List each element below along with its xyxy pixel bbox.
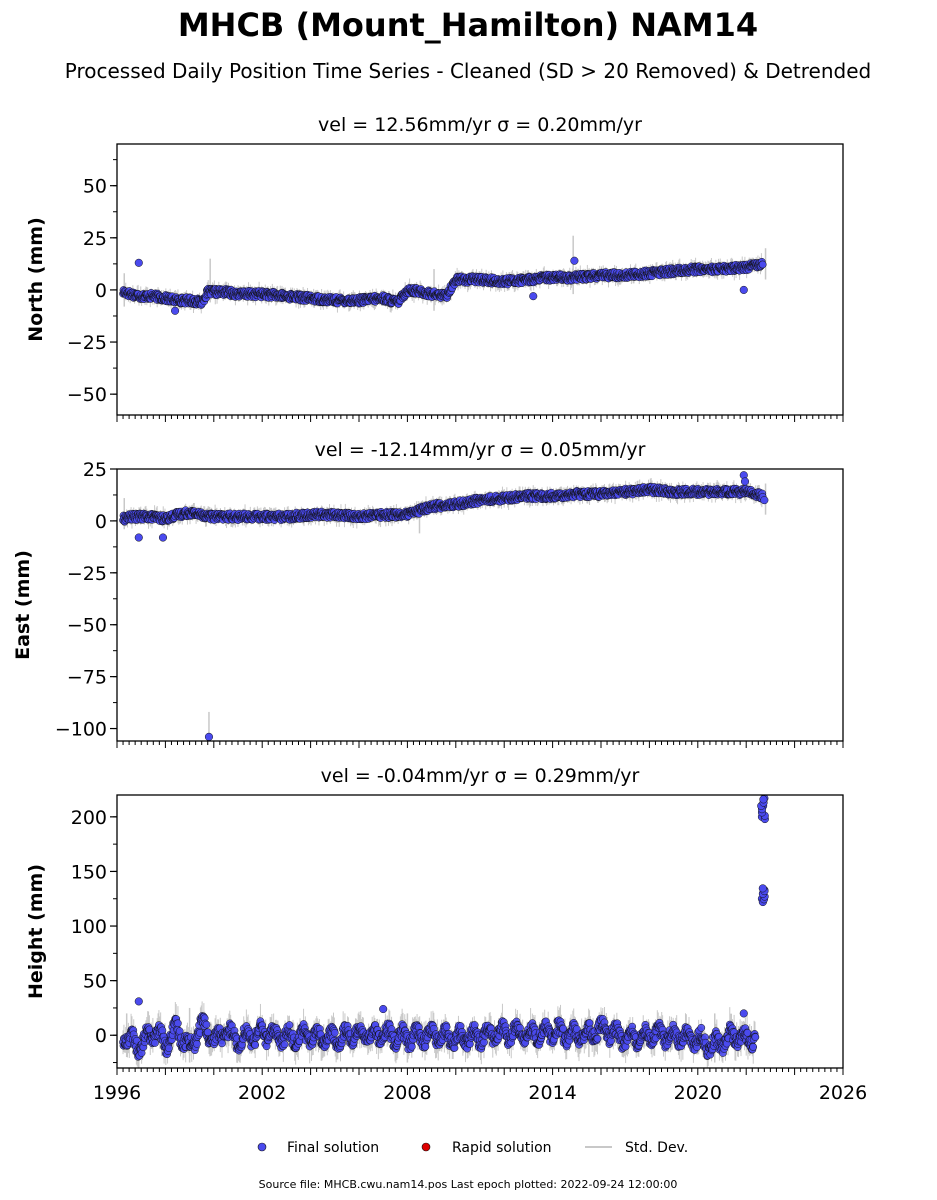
east-ytick-label: −25 <box>67 563 107 585</box>
east-outlier-point <box>204 732 214 741</box>
height-panel-title: vel = -0.04mm/yr σ = 0.29mm/yr <box>321 765 640 787</box>
north-outlier-point <box>570 256 579 265</box>
north-outlier-point <box>134 258 143 267</box>
north-outlier-point <box>739 285 748 294</box>
east-points <box>119 471 769 741</box>
north-ytick-label: −50 <box>67 384 107 406</box>
east-outlier-point <box>760 496 769 505</box>
east-ytick-label: 0 <box>95 511 107 533</box>
north-points <box>119 256 767 315</box>
north-ytick-label: 50 <box>83 176 107 198</box>
east-panel-title: vel = -12.14mm/yr σ = 0.05mm/yr <box>315 439 646 461</box>
east-axes-frame <box>116 468 844 742</box>
north-ytick-label: 25 <box>83 228 107 250</box>
east-plot-area <box>119 471 769 741</box>
north-ytick-label: −25 <box>67 332 107 354</box>
north-outlier-point <box>171 306 180 315</box>
east-outlier-point <box>134 533 143 542</box>
north-yticks: 50 25 0 −25 −50 <box>67 159 117 406</box>
north-plot-area <box>119 235 767 315</box>
height-plot-area <box>119 795 769 1068</box>
east-ytick-label: −50 <box>67 615 107 637</box>
north-panel: vel = 12.56mm/yr σ = 0.20mm/yr North (mm)… <box>25 114 844 422</box>
east-xticks <box>116 741 844 748</box>
east-yticks: 25 0 −25 −50 −75 −100 <box>55 459 117 741</box>
north-outlier-point <box>529 292 538 301</box>
north-panel-title: vel = 12.56mm/yr σ = 0.20mm/yr <box>318 114 642 136</box>
east-ytick-label: 25 <box>83 459 107 481</box>
height-panel: vel = -0.04mm/yr σ = 0.29mm/yr Height (mm… <box>25 765 867 1104</box>
east-ytick-label: −75 <box>67 667 107 689</box>
chart-subtitle: Processed Daily Position Time Series - C… <box>65 59 871 83</box>
north-xticks <box>116 415 844 422</box>
north-ylabel: North (mm) <box>25 217 47 342</box>
east-panel: vel = -12.14mm/yr σ = 0.05mm/yr East (mm)… <box>12 439 844 748</box>
east-outlier-point <box>158 533 168 542</box>
height-ylabel: Height (mm) <box>25 864 47 999</box>
east-ytick-label: −100 <box>55 719 107 741</box>
chart-title: MHCB (Mount_Hamilton) NAM14 <box>178 6 758 44</box>
east-ylabel: East (mm) <box>12 550 34 660</box>
north-ytick-label: 0 <box>95 280 107 302</box>
north-point <box>758 260 767 269</box>
east-outlier-point <box>740 477 750 486</box>
panels: vel = 12.56mm/yr σ = 0.20mm/yr North (mm)… <box>12 114 867 1104</box>
